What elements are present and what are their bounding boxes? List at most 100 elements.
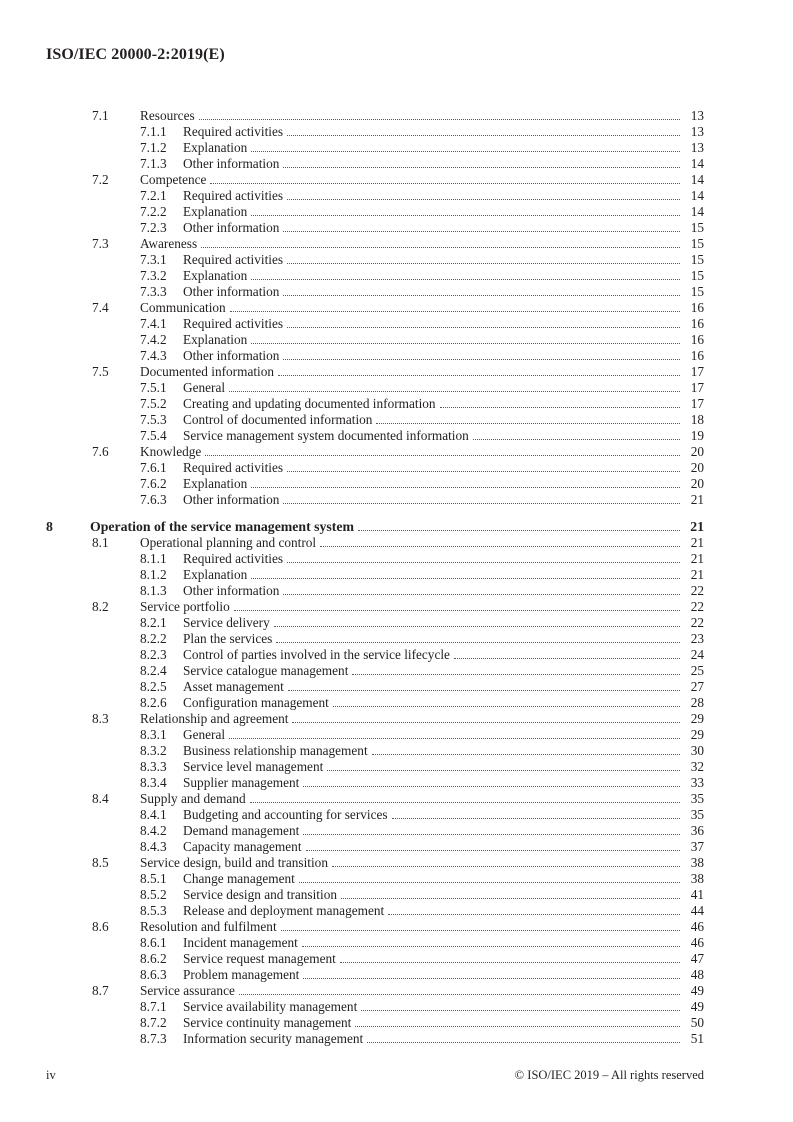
toc-entry[interactable]: 8.1.2 Explanation 21 (46, 567, 704, 583)
toc-entry[interactable]: 7.6.1 Required activities 20 (46, 460, 704, 476)
toc-leader-dots (229, 307, 680, 312)
toc-entry[interactable]: 7.2.1 Required activities 14 (46, 188, 704, 204)
toc-entry[interactable]: 8.3.4 Supplier management 33 (46, 775, 704, 791)
toc-entry-page: 29 (690, 727, 704, 742)
toc-entry-page: 50 (690, 1015, 704, 1030)
toc-entry[interactable]: 7.5.1 General 17 (46, 380, 704, 396)
toc-entry[interactable]: 7.1.3 Other information 14 (46, 156, 704, 172)
toc-entry-page: 37 (690, 839, 704, 854)
toc-entry[interactable]: 8.7 Service assurance 49 (46, 983, 704, 999)
toc-entry[interactable]: 7.5 Documented information 17 (46, 364, 704, 380)
toc-entry[interactable]: 8.7.3 Information security management 51 (46, 1031, 704, 1047)
toc-leader-dots (355, 1022, 680, 1027)
toc-leader-dots (358, 526, 680, 531)
toc-leader-dots (327, 766, 680, 771)
toc-entry[interactable]: 8.4.3 Capacity management 37 (46, 839, 704, 855)
toc-entry-title: Creating and updating documented informa… (183, 396, 436, 411)
toc-entry-number: 8.2.6 (140, 695, 167, 710)
toc-entry-title: Communication (140, 300, 226, 315)
toc-entry-number: 8.5.2 (140, 887, 167, 902)
toc-entry[interactable]: 8.1.3 Other information 22 (46, 583, 704, 599)
toc-entry-title: Resources (140, 108, 195, 123)
toc-entry[interactable]: 7.4.1 Required activities 16 (46, 316, 704, 332)
toc-entry[interactable]: 7.5.3 Control of documented information … (46, 412, 704, 428)
toc-entry[interactable]: 7.5.2 Creating and updating documented i… (46, 396, 704, 412)
toc-entry-number: 8.6.3 (140, 967, 167, 982)
toc-entry-title: Required activities (183, 460, 284, 475)
toc-entry-page: 36 (690, 823, 704, 838)
toc-entry-title: Required activities (183, 124, 284, 139)
toc-entry-page: 22 (690, 615, 704, 630)
toc-entry[interactable]: 8.5.1 Change management 38 (46, 871, 704, 887)
toc-entry[interactable]: 8.2.6 Configuration management 28 (46, 695, 704, 711)
toc-entry-title: Control of parties involved in the servi… (183, 647, 450, 662)
toc-leader-dots (453, 654, 680, 659)
toc-entry[interactable]: 8.3 Relationship and agreement 29 (46, 711, 704, 727)
toc-entry[interactable]: 8.2.5 Asset management 27 (46, 679, 704, 695)
toc-entry[interactable]: 7.1.2 Explanation 13 (46, 140, 704, 156)
toc-entry[interactable]: 8.3.3 Service level management 32 (46, 759, 704, 775)
toc-entry-number: 8.3.4 (140, 775, 167, 790)
toc-entry-title: Information security management (183, 1031, 364, 1046)
toc-entry[interactable]: 8.5.2 Service design and transition 41 (46, 887, 704, 903)
toc-entry[interactable]: 8.1.1 Required activities 21 (46, 551, 704, 567)
toc-entry[interactable]: 8.2.1 Service delivery 22 (46, 615, 704, 631)
toc-entry[interactable]: 8.7.1 Service availability management 49 (46, 999, 704, 1015)
toc-entry[interactable]: 7.6.3 Other information 21 (46, 492, 704, 508)
toc-entry[interactable]: 7.4 Communication 16 (46, 300, 704, 316)
toc-entry[interactable]: 8.4.1 Budgeting and accounting for servi… (46, 807, 704, 823)
toc-entry-page: 49 (690, 999, 704, 1014)
toc-entry[interactable]: 8 Operation of the service management sy… (46, 519, 704, 535)
toc-entry[interactable]: 7.3.3 Other information 15 (46, 284, 704, 300)
toc-entry[interactable]: 8.2 Service portfolio 22 (46, 599, 704, 615)
toc-entry[interactable]: 8.4 Supply and demand 35 (46, 791, 704, 807)
toc-entry[interactable]: 8.6.1 Incident management 46 (46, 935, 704, 951)
toc-entry[interactable]: 7.3 Awareness 15 (46, 236, 704, 252)
toc-entry[interactable]: 7.4.2 Explanation 16 (46, 332, 704, 348)
toc-entry[interactable]: 7.6 Knowledge 20 (46, 444, 704, 460)
toc-leader-dots (339, 958, 680, 963)
toc-entry[interactable]: 8.5 Service design, build and transition… (46, 855, 704, 871)
toc-entry-page: 22 (690, 599, 704, 614)
toc-entry-title: Competence (140, 172, 207, 187)
toc-entry-title: Service catalogue management (183, 663, 349, 678)
toc-entry-number: 7.5.1 (140, 380, 167, 395)
toc-entry[interactable]: 8.6 Resolution and fulfilment 46 (46, 919, 704, 935)
toc-entry-page: 49 (690, 983, 704, 998)
toc-entry[interactable]: 7.2 Competence 14 (46, 172, 704, 188)
toc-entry[interactable]: 8.3.1 General 29 (46, 727, 704, 743)
toc-entry-number: 8.2.3 (140, 647, 167, 662)
toc-entry-page: 21 (690, 551, 704, 566)
toc-entry[interactable]: 8.1 Operational planning and control 21 (46, 535, 704, 551)
toc-entry[interactable]: 7.3.2 Explanation 15 (46, 268, 704, 284)
toc-entry-title: Supplier management (183, 775, 300, 790)
toc-entry[interactable]: 7.2.3 Other information 15 (46, 220, 704, 236)
toc-entry-page: 19 (690, 428, 704, 443)
toc-entry[interactable]: 7.4.3 Other information 16 (46, 348, 704, 364)
toc-entry-title: Resolution and fulfilment (140, 919, 277, 934)
toc-entry[interactable]: 8.3.2 Business relationship management 3… (46, 743, 704, 759)
toc-entry[interactable]: 7.6.2 Explanation 20 (46, 476, 704, 492)
toc-entry[interactable]: 8.2.3 Control of parties involved in the… (46, 647, 704, 663)
toc-entry[interactable]: 7.5.4 Service management system document… (46, 428, 704, 444)
toc-entry[interactable]: 7.2.2 Explanation 14 (46, 204, 704, 220)
toc-entry-page: 15 (690, 236, 704, 251)
toc-leader-dots (305, 846, 680, 851)
toc-entry-title: Change management (183, 871, 295, 886)
toc-entry[interactable]: 8.2.4 Service catalogue management 25 (46, 663, 704, 679)
toc-entry[interactable]: 8.6.3 Problem management 48 (46, 967, 704, 983)
toc-entry[interactable]: 7.3.1 Required activities 15 (46, 252, 704, 268)
toc-entry[interactable]: 7.1 Resources 13 (46, 108, 704, 124)
toc-leader-dots (331, 862, 680, 867)
toc-entry[interactable]: 8.6.2 Service request management 47 (46, 951, 704, 967)
toc-leader-dots (251, 339, 680, 344)
toc-entry[interactable]: 8.5.3 Release and deployment management … (46, 903, 704, 919)
toc-entry[interactable]: 8.7.2 Service continuity management 50 (46, 1015, 704, 1031)
toc-entry-title: Supply and demand (140, 791, 246, 806)
toc-entry-number: 8.6 (92, 919, 109, 934)
toc-entry-number: 7.6.2 (140, 476, 167, 491)
toc-entry[interactable]: 8.2.2 Plan the services 23 (46, 631, 704, 647)
toc-entry[interactable]: 7.1.1 Required activities 13 (46, 124, 704, 140)
toc-entry-title: Documented information (140, 364, 275, 379)
toc-entry[interactable]: 8.4.2 Demand management 36 (46, 823, 704, 839)
